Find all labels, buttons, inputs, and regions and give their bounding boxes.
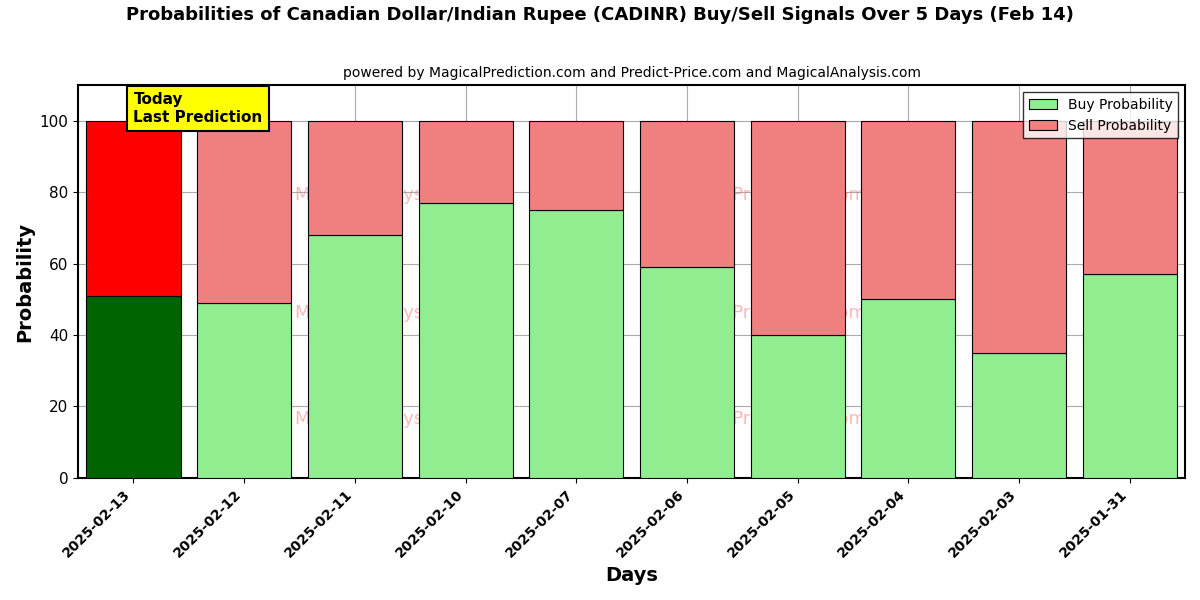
Bar bbox=[308, 235, 402, 478]
Text: Probabilities of Canadian Dollar/Indian Rupee (CADINR) Buy/Sell Signals Over 5 D: Probabilities of Canadian Dollar/Indian … bbox=[126, 6, 1074, 24]
Text: MagicalPrediction.com: MagicalPrediction.com bbox=[662, 410, 866, 428]
Bar bbox=[640, 121, 734, 267]
Bar bbox=[1082, 274, 1177, 478]
Y-axis label: Probability: Probability bbox=[14, 221, 34, 341]
Text: MagicalPrediction.com: MagicalPrediction.com bbox=[662, 186, 866, 204]
Legend: Buy Probability, Sell Probability: Buy Probability, Sell Probability bbox=[1024, 92, 1178, 139]
Bar bbox=[86, 296, 180, 478]
Bar bbox=[750, 121, 845, 335]
Bar bbox=[972, 353, 1066, 478]
Bar bbox=[419, 121, 512, 203]
Bar bbox=[529, 121, 623, 210]
Bar bbox=[197, 303, 292, 478]
Bar bbox=[529, 210, 623, 478]
Text: MagicalPrediction.com: MagicalPrediction.com bbox=[662, 304, 866, 322]
Bar bbox=[862, 299, 955, 478]
Bar bbox=[862, 121, 955, 299]
Text: MagicalAnalysis.com: MagicalAnalysis.com bbox=[294, 304, 482, 322]
Bar bbox=[640, 267, 734, 478]
Bar bbox=[197, 121, 292, 303]
Title: powered by MagicalPrediction.com and Predict-Price.com and MagicalAnalysis.com: powered by MagicalPrediction.com and Pre… bbox=[342, 66, 920, 80]
Bar bbox=[1082, 121, 1177, 274]
Text: MagicalAnalysis.com: MagicalAnalysis.com bbox=[294, 186, 482, 204]
Text: MagicalAnalysis.com: MagicalAnalysis.com bbox=[294, 410, 482, 428]
Text: Today
Last Prediction: Today Last Prediction bbox=[133, 92, 263, 125]
Bar bbox=[750, 335, 845, 478]
Bar bbox=[86, 121, 180, 296]
Bar bbox=[972, 121, 1066, 353]
X-axis label: Days: Days bbox=[605, 566, 658, 585]
Bar bbox=[419, 203, 512, 478]
Bar bbox=[308, 121, 402, 235]
